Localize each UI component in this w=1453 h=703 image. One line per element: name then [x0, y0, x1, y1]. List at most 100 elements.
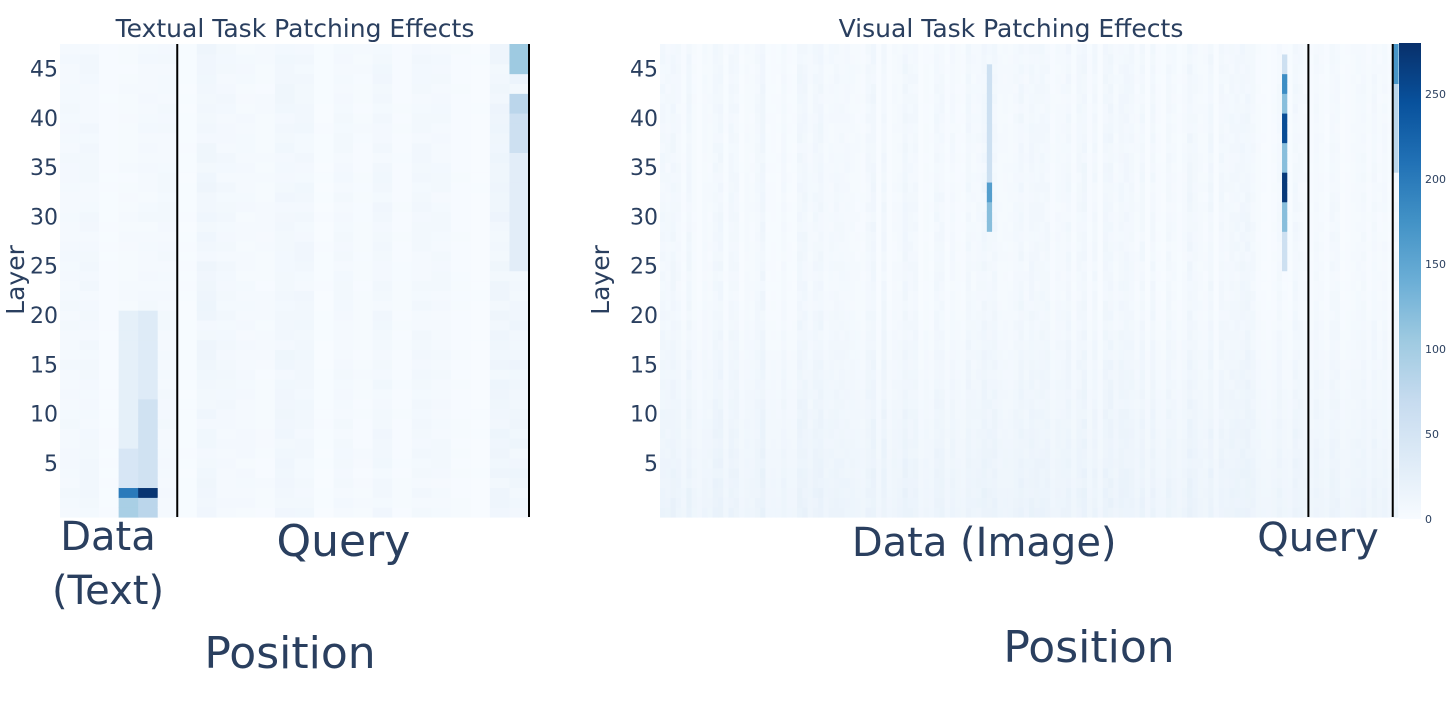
- heatmap-cell: [786, 349, 793, 360]
- heatmap-cell: [997, 53, 1004, 65]
- heatmap-cell: [1060, 329, 1067, 341]
- y-axis-label: Layer: [1, 244, 30, 314]
- heatmap-cell: [372, 300, 393, 311]
- heatmap-cell: [157, 290, 178, 301]
- heatmap-cell: [696, 142, 703, 153]
- heatmap-cell: [891, 280, 898, 291]
- heatmap-cell: [960, 467, 967, 479]
- heatmap-cell: [1007, 369, 1014, 380]
- heatmap-cell: [1060, 388, 1067, 400]
- heatmap-cell: [944, 329, 951, 341]
- heatmap-cell: [1034, 162, 1041, 173]
- heatmap-cell: [294, 379, 315, 390]
- heatmap-cell: [786, 221, 793, 232]
- heatmap-cell: [1013, 319, 1020, 331]
- heatmap-cell: [675, 457, 682, 469]
- heatmap-cell: [860, 467, 867, 479]
- heatmap-cell: [749, 448, 756, 459]
- heatmap-cell: [1039, 418, 1046, 429]
- heatmap-cell: [707, 63, 714, 75]
- heatmap-cell: [965, 379, 972, 390]
- heatmap-cell: [717, 241, 724, 252]
- heatmap-cell: [691, 181, 698, 193]
- heatmap-cell: [760, 122, 767, 134]
- heatmap-cell: [876, 487, 882, 498]
- heatmap-cell: [138, 369, 159, 380]
- heatmap-cell: [1007, 270, 1014, 282]
- heatmap-cell: [828, 388, 835, 400]
- heatmap-cell: [770, 162, 777, 173]
- heatmap-cell: [965, 260, 972, 272]
- heatmap-cell: [960, 310, 967, 321]
- heatmap-cell: [1060, 44, 1067, 55]
- heatmap-cell: [118, 290, 139, 301]
- heatmap-cell: [696, 73, 703, 85]
- heatmap-cell: [981, 172, 988, 183]
- heatmap-cell: [702, 457, 709, 469]
- heatmap-cell: [235, 181, 257, 193]
- heatmap-cell: [686, 428, 693, 439]
- heatmap-cell: [717, 319, 724, 331]
- heatmap-cell: [844, 231, 851, 242]
- heatmap-cell: [1071, 191, 1078, 203]
- heatmap-cell: [314, 211, 335, 222]
- heatmap-cell: [79, 181, 100, 193]
- heatmap-cell: [294, 339, 315, 351]
- heatmap-cell: [949, 211, 956, 222]
- heatmap-cell: [1023, 211, 1030, 222]
- heatmap-cell: [723, 260, 730, 272]
- heatmap-cell: [712, 270, 719, 282]
- heatmap-cell: [1034, 379, 1041, 390]
- heatmap-cell: [923, 172, 930, 183]
- heatmap-cell: [333, 438, 354, 449]
- heatmap-cell: [1007, 260, 1014, 272]
- heatmap-cell: [235, 477, 257, 489]
- heatmap-cell: [744, 191, 751, 203]
- heatmap-cell: [509, 211, 530, 222]
- heatmap-cell: [1055, 388, 1062, 400]
- heatmap-cell: [1013, 250, 1020, 262]
- heatmap-cell: [723, 93, 730, 104]
- heatmap-cell: [696, 83, 703, 94]
- heatmap-cell: [839, 428, 846, 439]
- heatmap-cell: [1060, 231, 1067, 242]
- heatmap-cell: [907, 487, 914, 498]
- heatmap-cell: [839, 250, 846, 262]
- heatmap-cell: [786, 132, 793, 144]
- chart-title: Textual Task Patching Effects: [115, 14, 475, 43]
- heatmap-cell: [971, 211, 977, 222]
- heatmap-cell: [372, 497, 393, 508]
- heatmap-cell: [902, 44, 909, 55]
- heatmap-cell: [177, 329, 198, 341]
- heatmap-cell: [723, 408, 730, 420]
- heatmap-cell: [99, 152, 120, 163]
- heatmap-cell: [765, 477, 772, 489]
- heatmap-cell: [675, 270, 682, 282]
- heatmap-cell: [881, 310, 888, 321]
- heatmap-cell: [733, 73, 740, 85]
- heatmap-cell: [918, 152, 925, 163]
- heatmap-cell: [1018, 231, 1025, 242]
- heatmap-cell: [411, 408, 432, 420]
- heatmap-cell: [992, 329, 998, 341]
- heatmap-cell: [876, 507, 882, 518]
- heatmap-cell: [934, 211, 940, 222]
- heatmap-cell: [955, 132, 962, 144]
- heatmap-cell: [923, 398, 930, 410]
- heatmap-cell: [157, 112, 178, 124]
- heatmap-cell: [913, 103, 919, 114]
- heatmap-cell: [870, 369, 877, 380]
- heatmap-cell: [897, 250, 904, 262]
- heatmap-cell: [775, 369, 782, 380]
- heatmap-cell: [818, 487, 825, 498]
- heatmap-cell: [255, 319, 276, 331]
- heatmap-cell: [955, 507, 962, 518]
- heatmap-cell: [928, 329, 935, 341]
- heatmap-cell: [976, 191, 983, 203]
- heatmap-cell: [960, 487, 967, 498]
- heatmap-cell: [696, 250, 703, 262]
- heatmap-cell: [902, 457, 909, 469]
- heatmap-cell: [775, 231, 782, 242]
- heatmap-cell: [1039, 349, 1046, 360]
- heatmap-cell: [802, 388, 809, 400]
